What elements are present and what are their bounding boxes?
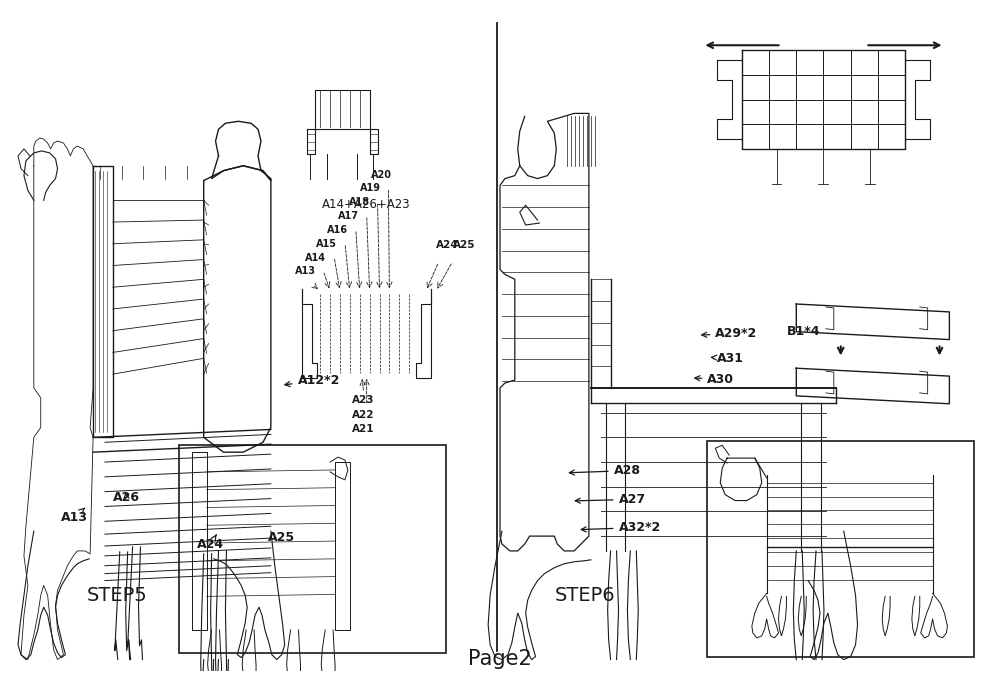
Text: A30: A30	[695, 372, 734, 386]
Text: A19: A19	[360, 183, 381, 194]
Bar	[707, 441, 974, 657]
Text: A24: A24	[197, 535, 224, 550]
Text: A17: A17	[338, 211, 359, 221]
Bar	[179, 445, 446, 653]
Text: STEP5: STEP5	[87, 586, 148, 605]
Text: B1*4: B1*4	[786, 325, 820, 338]
Text: A15: A15	[316, 239, 337, 248]
Text: A28: A28	[569, 464, 641, 477]
Text: A32*2: A32*2	[581, 521, 661, 534]
Text: A27: A27	[575, 493, 646, 506]
Text: A18: A18	[349, 197, 370, 207]
Text: A31: A31	[711, 352, 744, 365]
Text: A13: A13	[60, 508, 87, 524]
Text: A12*2: A12*2	[285, 374, 340, 387]
Text: A25: A25	[268, 531, 295, 544]
Text: A24: A24	[436, 240, 458, 250]
Text: A22: A22	[352, 410, 374, 420]
Text: A16: A16	[327, 225, 348, 235]
Text: A14: A14	[305, 253, 326, 263]
Text: Page2: Page2	[468, 649, 532, 670]
Text: STEP6: STEP6	[554, 586, 615, 605]
Text: A13: A13	[295, 266, 316, 276]
Text: A26: A26	[113, 491, 140, 504]
Text: A23: A23	[352, 395, 374, 405]
Text: A25: A25	[453, 240, 475, 250]
Text: A20: A20	[371, 170, 392, 179]
Text: A21: A21	[352, 424, 374, 435]
Text: A14+A26+A23: A14+A26+A23	[322, 198, 411, 211]
Text: A29*2: A29*2	[702, 327, 758, 340]
